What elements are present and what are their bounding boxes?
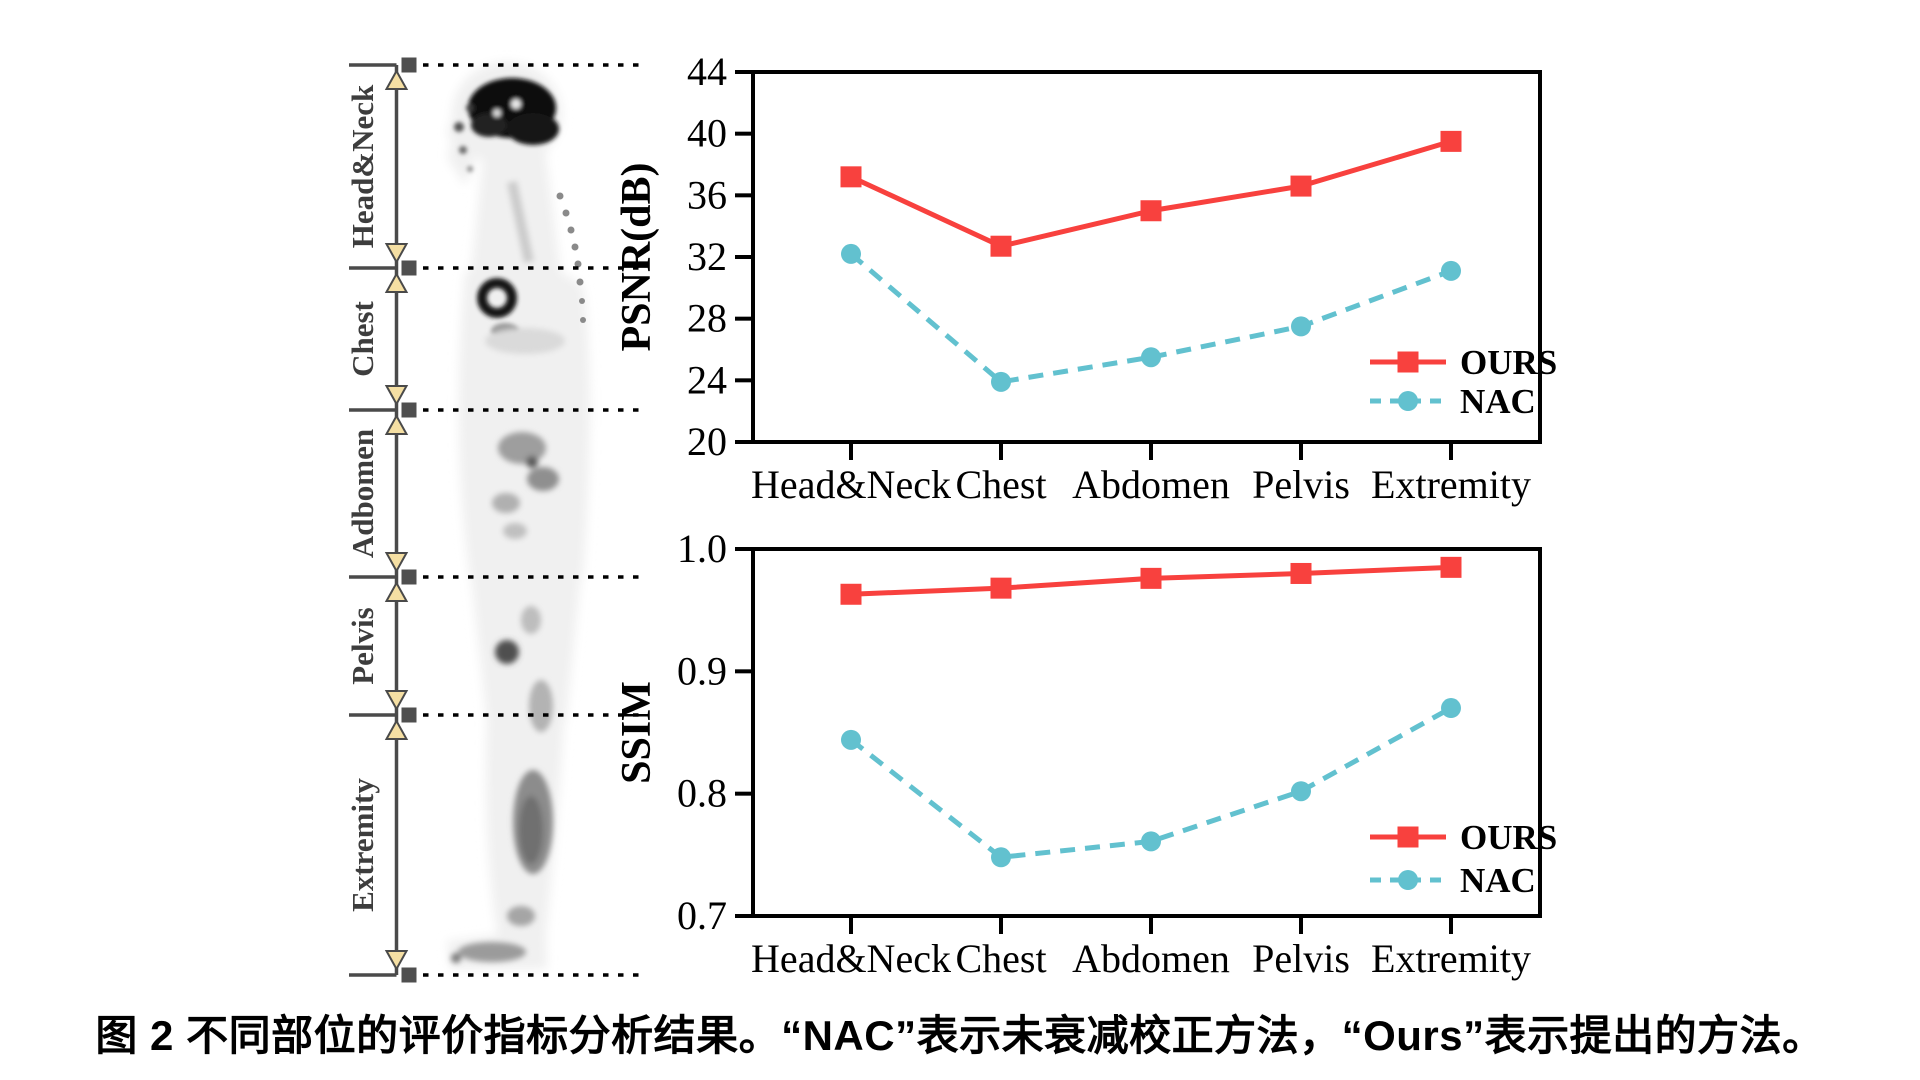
region-label: Chest — [345, 300, 380, 376]
nac-circle-marker — [991, 371, 1011, 392]
boundary-square-marker — [401, 569, 417, 585]
ours-square-marker — [1440, 556, 1462, 578]
y-axis-label: PSNR(dB) — [614, 162, 660, 351]
arrowhead-up-icon — [384, 718, 409, 740]
ours-square-marker — [990, 577, 1012, 599]
arrowhead-up-icon — [384, 580, 409, 602]
y-axis-label: SSIM — [614, 681, 660, 784]
arrowhead-down-icon — [384, 552, 409, 574]
nac-circle-marker — [1441, 698, 1461, 719]
boundary-square-marker — [401, 707, 417, 723]
region-label: Pelvis — [345, 607, 380, 685]
ssim-chart: 0.7 0.8 0.9 1.0 Head&Neck Chest Abdomen Pelvis E… — [614, 526, 1557, 981]
nac-circle-marker — [1141, 831, 1161, 852]
pet-body-image — [447, 62, 590, 969]
ours-legend-square-icon — [1397, 351, 1419, 373]
ours-square-marker — [840, 583, 862, 605]
x-category-label: Pelvis — [1252, 462, 1350, 507]
arrowhead-up-icon — [384, 413, 409, 435]
region-label: Adbomen — [345, 429, 380, 558]
legend-label: OURS — [1460, 343, 1557, 382]
x-category-label: Chest — [955, 936, 1046, 981]
anatomy-overlay: Head&Neck Chest Adbomen Pelvis Extremity — [345, 57, 646, 983]
y-tick-label: 0.8 — [677, 771, 727, 816]
boundary-square-marker — [401, 57, 417, 73]
arrowhead-down-icon — [384, 950, 409, 972]
y-tick-label: 32 — [687, 234, 727, 279]
arrowhead-down-icon — [384, 243, 409, 265]
x-category-label: Abdomen — [1072, 462, 1230, 507]
legend-label: NAC — [1460, 861, 1536, 900]
nac-line — [849, 252, 1452, 385]
nac-legend-circle-icon — [1398, 870, 1418, 890]
ours-square-marker — [1290, 175, 1312, 197]
x-category-label: Abdomen — [1072, 936, 1230, 981]
arrowhead-up-icon — [384, 68, 409, 90]
y-tick-label: 28 — [687, 296, 727, 341]
x-category-label: Extremity — [1371, 936, 1531, 981]
region-label: Extremity — [345, 778, 380, 912]
nac-circle-marker — [1141, 347, 1161, 368]
ours-line — [849, 138, 1452, 249]
nac-circle-marker — [841, 729, 861, 750]
boundary-square-marker — [401, 402, 417, 418]
ours-square-marker — [1140, 200, 1162, 222]
arrowhead-down-icon — [384, 690, 409, 712]
x-category-label: Head&Neck — [751, 462, 951, 507]
body-features — [451, 78, 586, 963]
ours-square-marker — [840, 166, 862, 188]
arrowhead-down-icon — [384, 385, 409, 407]
x-category-label: Head&Neck — [751, 936, 951, 981]
figure-caption: 图 2 不同部位的评价指标分析结果。“NAC”表示未衰减校正方法，“Ours”表… — [95, 1012, 1825, 1059]
nac-legend-circle-icon — [1398, 391, 1418, 411]
y-tick-label: 40 — [687, 111, 727, 156]
y-tick-label: 0.7 — [677, 893, 727, 938]
ours-square-marker — [1290, 562, 1312, 584]
x-category-label: Pelvis — [1252, 936, 1350, 981]
x-category-label: Extremity — [1371, 462, 1531, 507]
nac-circle-marker — [1291, 316, 1311, 337]
arrowhead-up-icon — [384, 271, 409, 293]
legend-label: NAC — [1460, 382, 1536, 421]
y-tick-label: 24 — [687, 357, 727, 402]
plot-box — [751, 547, 1542, 918]
y-tick-label: 0.9 — [677, 648, 727, 693]
ours-square-marker — [1140, 567, 1162, 589]
nac-line — [849, 705, 1453, 860]
nac-circle-marker — [1441, 260, 1461, 281]
spine-dots — [556, 192, 586, 323]
nac-circle-marker — [991, 847, 1011, 868]
y-tick-label: 20 — [687, 419, 727, 464]
boundary-square-marker — [401, 260, 417, 276]
ours-square-marker — [1440, 130, 1462, 152]
y-tick-label: 44 — [687, 49, 727, 94]
ours-square-marker — [990, 235, 1012, 257]
y-tick-label: 1.0 — [677, 526, 727, 571]
x-category-label: Chest — [955, 462, 1046, 507]
plot-box — [751, 70, 1542, 444]
nac-circle-marker — [1291, 781, 1311, 802]
boundary-square-marker — [401, 967, 417, 983]
region-label: Head&Neck — [345, 84, 380, 248]
nac-circle-marker — [841, 243, 861, 264]
y-tick-label: 36 — [687, 172, 727, 217]
legend-label: OURS — [1460, 818, 1557, 857]
psnr-chart: 20 24 28 32 36 40 44 Head&Neck Chest Abdomen Pelvi… — [614, 49, 1557, 507]
ours-legend-square-icon — [1397, 826, 1419, 848]
